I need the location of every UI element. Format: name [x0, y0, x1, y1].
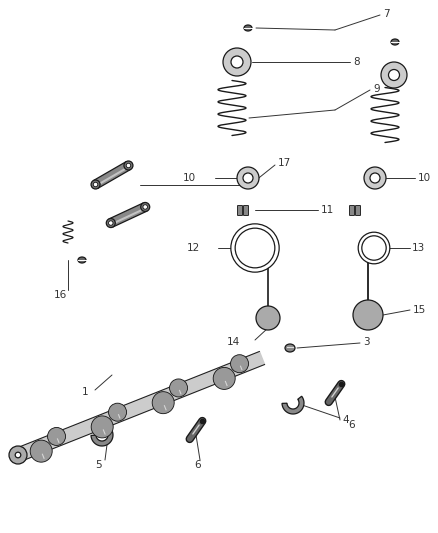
Polygon shape — [93, 161, 131, 188]
Text: 5: 5 — [95, 460, 101, 470]
Circle shape — [106, 219, 115, 228]
Polygon shape — [15, 351, 265, 462]
Circle shape — [231, 56, 243, 68]
Circle shape — [230, 354, 248, 373]
Circle shape — [141, 203, 150, 212]
Text: 10: 10 — [183, 173, 196, 183]
Text: 4: 4 — [342, 415, 349, 425]
FancyBboxPatch shape — [244, 206, 248, 215]
Ellipse shape — [285, 344, 295, 352]
Circle shape — [124, 161, 133, 170]
FancyBboxPatch shape — [350, 206, 354, 215]
Text: 15: 15 — [413, 305, 426, 315]
Circle shape — [109, 403, 127, 421]
Circle shape — [15, 452, 21, 458]
Circle shape — [256, 306, 280, 330]
Text: 9: 9 — [373, 84, 380, 94]
Polygon shape — [91, 428, 113, 446]
Circle shape — [91, 416, 113, 438]
Polygon shape — [282, 396, 304, 414]
Text: 10: 10 — [418, 173, 431, 183]
Text: 8: 8 — [353, 57, 360, 67]
Text: 12: 12 — [187, 243, 200, 253]
Text: 11: 11 — [321, 205, 334, 215]
Circle shape — [237, 167, 259, 189]
Text: 3: 3 — [363, 337, 370, 347]
Text: 1: 1 — [81, 387, 88, 397]
Text: 16: 16 — [53, 290, 67, 300]
Text: 6: 6 — [349, 420, 355, 430]
Circle shape — [213, 367, 235, 390]
Circle shape — [91, 180, 100, 189]
Circle shape — [370, 173, 380, 183]
Circle shape — [152, 392, 174, 414]
Polygon shape — [109, 203, 147, 227]
Circle shape — [48, 427, 66, 446]
Circle shape — [93, 182, 98, 187]
Circle shape — [243, 173, 253, 183]
Ellipse shape — [391, 39, 399, 45]
Text: 14: 14 — [227, 337, 240, 347]
Ellipse shape — [78, 257, 86, 263]
FancyBboxPatch shape — [237, 206, 243, 215]
Circle shape — [109, 221, 113, 225]
Ellipse shape — [244, 25, 252, 31]
Circle shape — [223, 48, 251, 76]
Circle shape — [389, 69, 399, 80]
Circle shape — [9, 446, 27, 464]
Circle shape — [126, 163, 131, 168]
Circle shape — [30, 440, 52, 462]
Circle shape — [143, 205, 148, 209]
Circle shape — [170, 379, 187, 397]
Text: 17: 17 — [278, 158, 291, 168]
Circle shape — [381, 62, 407, 88]
FancyBboxPatch shape — [356, 206, 360, 215]
Circle shape — [353, 300, 383, 330]
Text: 13: 13 — [412, 243, 425, 253]
Circle shape — [364, 167, 386, 189]
Text: 6: 6 — [194, 460, 201, 470]
Text: 7: 7 — [383, 9, 390, 19]
